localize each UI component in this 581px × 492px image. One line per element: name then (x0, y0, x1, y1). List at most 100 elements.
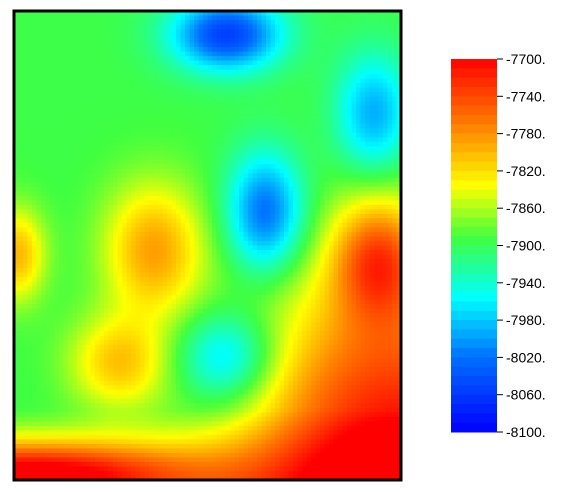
heatmap-cell (207, 209, 213, 215)
heatmap-cell (392, 101, 398, 107)
heatmap-cell (243, 141, 249, 147)
heatmap-cell (50, 128, 56, 134)
heatmap-cell (162, 159, 168, 165)
heatmap-cell (23, 150, 29, 156)
heatmap-cell (216, 47, 222, 53)
heatmap-cell (54, 168, 60, 174)
heatmap-cell (167, 83, 173, 89)
heatmap-cell (207, 263, 213, 269)
heatmap-cell (216, 250, 222, 256)
heatmap-cell (216, 33, 222, 39)
heatmap-cell (243, 259, 249, 265)
heatmap-cell (270, 218, 276, 224)
heatmap-cell (360, 231, 366, 238)
heatmap-cell (387, 123, 393, 129)
heatmap-cell (338, 150, 344, 156)
heatmap-cell (27, 33, 33, 39)
heatmap-cell (302, 231, 308, 238)
heatmap-cell (27, 15, 33, 21)
heatmap-cell (378, 105, 384, 111)
heatmap-cell (261, 146, 267, 152)
heatmap-cell (23, 105, 29, 111)
heatmap-cell (383, 33, 389, 39)
heatmap-cell (167, 123, 173, 129)
heatmap-cell (338, 182, 344, 188)
heatmap-cell (189, 123, 195, 129)
heatmap-cell (90, 141, 96, 147)
heatmap-cell (378, 24, 384, 30)
heatmap-cell (189, 227, 195, 233)
heatmap-cell (117, 159, 123, 165)
heatmap-cell (284, 42, 290, 48)
heatmap-cell (248, 24, 254, 30)
heatmap-cell (162, 29, 168, 35)
heatmap-cell (68, 96, 74, 102)
heatmap-cell (288, 38, 294, 44)
heatmap-cell (365, 204, 371, 211)
heatmap-cell (243, 245, 249, 251)
heatmap-cell (297, 177, 303, 183)
heatmap-cell (302, 150, 308, 156)
heatmap-cell (302, 173, 308, 179)
heatmap-cell (63, 128, 69, 134)
heatmap-cell (162, 65, 168, 71)
heatmap-cell (396, 213, 401, 220)
heatmap-cell (167, 182, 173, 188)
heatmap-cell (347, 56, 353, 62)
heatmap-cell (104, 128, 110, 134)
heatmap-cell (261, 24, 267, 30)
heatmap-cell (239, 186, 245, 192)
heatmap-cell (144, 182, 150, 188)
heatmap-cell (315, 51, 321, 57)
heatmap-cell (72, 132, 78, 138)
heatmap-cell (45, 209, 51, 215)
heatmap-cell (23, 146, 29, 152)
heatmap-cell (347, 204, 353, 211)
heatmap-cell (32, 200, 38, 206)
heatmap-cell (320, 200, 326, 206)
heatmap-cell (72, 254, 78, 260)
heatmap-cell (365, 236, 371, 242)
heatmap-cell (149, 123, 155, 129)
heatmap-cell (149, 11, 155, 17)
heatmap-cell (18, 268, 24, 274)
heatmap-cell (18, 38, 24, 44)
heatmap-cell (374, 182, 380, 188)
heatmap-cell (320, 155, 326, 161)
heatmap-cell (194, 24, 200, 30)
heatmap-cell (302, 182, 308, 188)
heatmap-cell (81, 204, 87, 211)
heatmap-cell (216, 213, 222, 220)
heatmap-cell (261, 56, 267, 62)
heatmap-cell (342, 65, 348, 71)
heatmap-cell (356, 227, 362, 233)
heatmap-cell (275, 222, 281, 229)
heatmap-cell (279, 240, 285, 247)
heatmap-cell (396, 164, 401, 170)
heatmap-cell (297, 56, 303, 62)
heatmap-cell (117, 38, 123, 44)
heatmap-cell (216, 15, 222, 21)
heatmap-cell (167, 141, 173, 147)
heatmap-cell (36, 141, 42, 147)
heatmap-cell (369, 164, 375, 170)
heatmap-cell (212, 87, 218, 93)
heatmap-cell (144, 101, 150, 107)
heatmap-cell (140, 65, 146, 71)
heatmap-cell (306, 119, 312, 125)
heatmap-cell (252, 245, 258, 251)
heatmap-cell (32, 105, 38, 111)
heatmap-cell (288, 51, 294, 57)
heatmap-cell (383, 141, 389, 147)
heatmap-cell (207, 204, 213, 211)
heatmap-cell (162, 74, 168, 80)
heatmap-cell (207, 87, 213, 93)
heatmap-cell (153, 132, 159, 138)
heatmap-cell (221, 137, 227, 143)
heatmap-cell (266, 254, 272, 260)
heatmap-cell (32, 236, 38, 242)
heatmap-cell (333, 92, 339, 98)
heatmap-cell (18, 245, 24, 251)
heatmap-cell (293, 33, 299, 39)
heatmap-cell (108, 11, 114, 17)
